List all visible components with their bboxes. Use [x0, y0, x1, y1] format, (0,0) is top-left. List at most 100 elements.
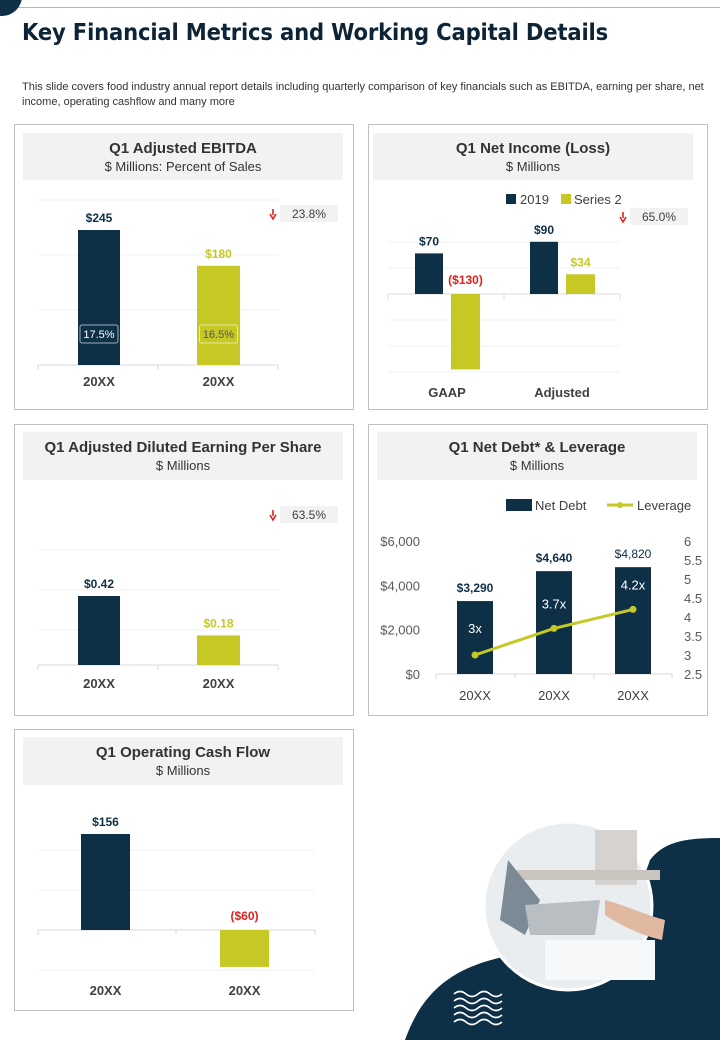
- y2-axis-tick-label: 2.5: [684, 667, 702, 682]
- change-badge: [280, 205, 338, 222]
- legend-swatch-2019: [506, 194, 516, 204]
- decorative-photo-area: [405, 820, 720, 1040]
- y2-axis-tick-label: 3.5: [684, 629, 702, 644]
- y2-axis-tick-label: 6: [684, 534, 691, 549]
- inner-label-box: [199, 324, 238, 344]
- bar: [451, 294, 480, 370]
- bar: [536, 571, 572, 674]
- bar: [197, 635, 240, 665]
- bar: [530, 241, 558, 294]
- cash-flow-header: Q1 Operating Cash Flow $ Millions: [23, 737, 343, 785]
- data-label: $245: [86, 211, 113, 225]
- inner-label: 16.5%: [203, 329, 234, 341]
- leverage-point: [629, 605, 637, 613]
- category-label: 20XX: [83, 676, 115, 691]
- change-badge: [630, 208, 688, 225]
- bar: [220, 930, 269, 967]
- y-axis-tick-label: $0: [406, 667, 420, 682]
- data-label: $0.18: [203, 616, 233, 630]
- legend-swatch-net-debt: [506, 499, 532, 511]
- chart-subtitle: $ Millions: [155, 458, 211, 473]
- category-label: 20XX: [83, 374, 115, 389]
- change-value: 23.8%: [292, 207, 326, 221]
- leverage-point: [550, 624, 558, 632]
- legend-label: Series 2: [574, 192, 622, 207]
- chart-title: Q1 Net Debt* & Leverage: [448, 439, 626, 456]
- y2-axis-tick-label: 5.5: [684, 553, 702, 568]
- down-arrow-icon: [269, 209, 277, 221]
- change-badge: [280, 506, 338, 523]
- legend-label: Leverage: [637, 498, 691, 513]
- leverage-point: [471, 651, 479, 659]
- data-label: $156: [92, 815, 119, 829]
- wave-lines-icon: [453, 990, 503, 1026]
- net-debt-header: Q1 Net Debt* & Leverage $ Millions: [377, 432, 697, 480]
- data-label: $4,640: [536, 551, 573, 565]
- bar: [78, 596, 120, 665]
- inner-label: 17.5%: [83, 329, 114, 341]
- leverage-label: 4.2x: [621, 577, 646, 592]
- category-label: 20XX: [617, 688, 649, 703]
- eps-header: Q1 Adjusted Diluted Earning Per Share $ …: [23, 432, 343, 480]
- legend-label: Net Debt: [535, 498, 587, 513]
- bar: [615, 567, 651, 674]
- photo-keyboard: [525, 900, 600, 935]
- data-label: $0.42: [84, 577, 114, 591]
- inner-label-box: [79, 324, 119, 344]
- category-label: 20XX: [229, 983, 261, 998]
- bar: [78, 230, 120, 365]
- legend-swatch-series-2: [561, 194, 571, 204]
- y2-axis-tick-label: 3: [684, 648, 691, 663]
- down-arrow-icon: [269, 510, 277, 522]
- change-value: 63.5%: [292, 508, 326, 522]
- down-arrow-icon: [619, 212, 627, 224]
- page-title: Key Financial Metrics and Working Capita…: [22, 20, 608, 46]
- chart-title: Q1 Adjusted Diluted Earning Per Share: [44, 439, 322, 456]
- legend-label: 2019: [520, 192, 549, 207]
- category-label: 20XX: [459, 688, 491, 703]
- category-label: 20XX: [203, 676, 235, 691]
- page-description: This slide covers food industry annual r…: [22, 81, 704, 108]
- category-label: Adjusted: [534, 385, 590, 400]
- y2-axis-tick-label: 4: [684, 610, 691, 625]
- data-label: $70: [419, 234, 439, 248]
- chart-title: Q1 Operating Cash Flow: [95, 744, 271, 761]
- leverage-label: 3x: [468, 621, 482, 636]
- data-label: $3,290: [457, 581, 494, 595]
- chart-subtitle: $ Millions: Percent of Sales: [104, 159, 262, 174]
- chart-subtitle: $ Millions: [505, 159, 561, 174]
- chart-title: Q1 Adjusted EBITDA: [109, 140, 257, 157]
- y-axis-tick-label: $2,000: [380, 623, 420, 638]
- data-label: $4,820: [615, 547, 652, 561]
- leverage-label: 3.7x: [542, 596, 567, 611]
- bar: [415, 253, 443, 294]
- bar: [457, 601, 493, 674]
- y-axis-tick-label: $6,000: [380, 534, 420, 549]
- chart-title: Q1 Net Income (Loss): [455, 140, 611, 157]
- photo-railing: [510, 870, 660, 880]
- y2-axis-tick-label: 5: [684, 572, 691, 587]
- data-label: $34: [570, 255, 590, 269]
- data-label: ($60): [230, 909, 258, 923]
- bar: [81, 834, 130, 930]
- category-label: 20XX: [90, 983, 122, 998]
- ebitda-header: Q1 Adjusted EBITDA $ Millions: Percent o…: [23, 133, 343, 180]
- category-label: 20XX: [538, 688, 570, 703]
- bar: [566, 274, 595, 294]
- photo-hands: [605, 900, 665, 940]
- category-label: 20XX: [203, 374, 235, 389]
- y2-axis-tick-label: 4.5: [684, 591, 702, 606]
- category-label: GAAP: [428, 385, 466, 400]
- bar: [197, 265, 240, 365]
- data-label: ($130): [448, 273, 483, 287]
- photo-papers: [545, 940, 655, 980]
- data-label: $90: [534, 223, 554, 237]
- y-axis-tick-label: $4,000: [380, 578, 420, 593]
- top-rule: [14, 7, 720, 8]
- legend-marker-leverage: [617, 502, 623, 508]
- chart-subtitle: $ Millions: [509, 458, 565, 473]
- chart-subtitle: $ Millions: [155, 763, 211, 778]
- change-value: 65.0%: [642, 210, 676, 224]
- data-label: $180: [205, 247, 232, 261]
